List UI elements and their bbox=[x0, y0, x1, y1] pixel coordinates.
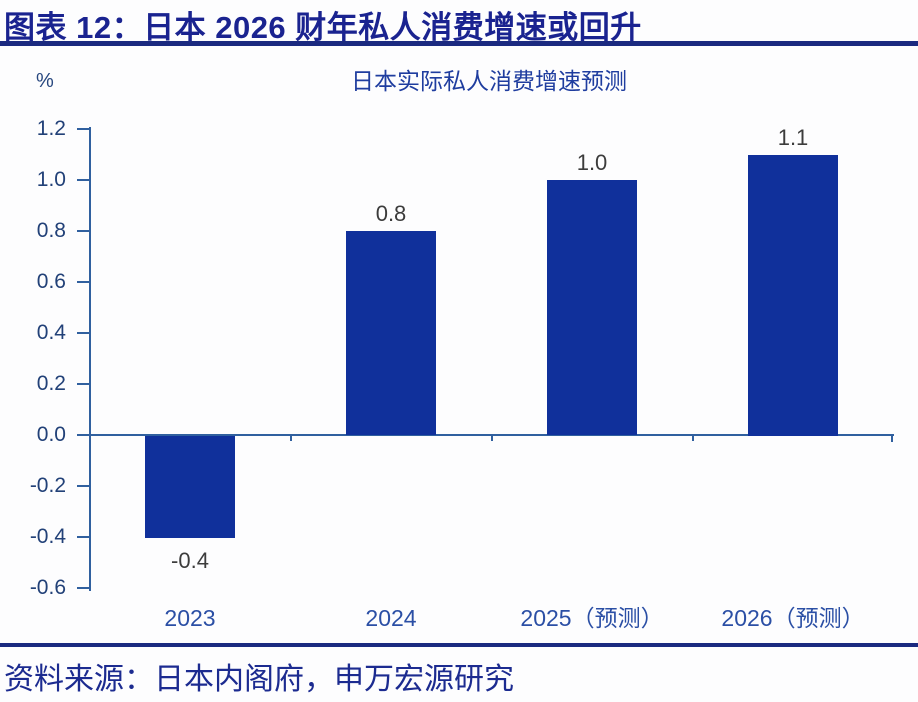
y-tick-label: 0.6 bbox=[36, 270, 66, 293]
y-tick-label: -0.2 bbox=[29, 474, 66, 497]
bar-2026（预测） bbox=[748, 155, 838, 436]
bar-value-label: 0.8 bbox=[375, 201, 407, 226]
y-tick-label: -0.4 bbox=[29, 525, 66, 548]
zero-baseline bbox=[89, 434, 894, 436]
y-tick-mark bbox=[77, 587, 90, 589]
y-tick-mark bbox=[77, 230, 90, 232]
x-category-label: 2025（预测） bbox=[520, 605, 664, 631]
y-tick-label: 1.0 bbox=[36, 168, 66, 191]
category-boundary-tick bbox=[490, 436, 493, 441]
x-axis-end-tick bbox=[891, 434, 893, 442]
category-boundary-tick bbox=[691, 436, 694, 441]
source-attribution: 资料来源：日本内阁府，申万宏源研究 bbox=[4, 663, 514, 696]
bar-2023 bbox=[145, 436, 235, 538]
y-tick-mark bbox=[77, 485, 90, 487]
bar-value-label: 1.0 bbox=[576, 150, 608, 175]
chart-title: 日本实际私人消费增速预测 bbox=[351, 68, 627, 94]
y-tick-mark bbox=[77, 383, 90, 385]
x-category-label: 2024 bbox=[365, 605, 417, 631]
bottom-divider-rule bbox=[0, 643, 918, 647]
y-tick-mark bbox=[77, 434, 90, 436]
category-boundary-tick bbox=[289, 436, 292, 441]
y-tick-mark bbox=[77, 332, 90, 334]
header-underline-rule bbox=[0, 41, 918, 46]
figure-title: 图表 12：日本 2026 财年私人消费增速或回升 bbox=[4, 10, 642, 45]
x-category-label: 2023 bbox=[164, 605, 216, 631]
y-tick-mark bbox=[77, 281, 90, 283]
y-tick-label: 1.2 bbox=[36, 117, 66, 140]
y-tick-mark bbox=[77, 179, 90, 181]
y-tick-label: 0.0 bbox=[36, 423, 66, 446]
y-tick-label: 0.8 bbox=[36, 219, 66, 242]
y-tick-label: -0.6 bbox=[29, 576, 66, 599]
y-tick-mark bbox=[77, 536, 90, 538]
bar-value-label: 1.1 bbox=[777, 125, 809, 150]
y-axis-unit-label: % bbox=[36, 70, 54, 92]
y-tick-label: 0.4 bbox=[36, 321, 66, 344]
y-tick-mark bbox=[77, 128, 90, 130]
bar-2024 bbox=[346, 231, 436, 435]
y-axis-line bbox=[89, 127, 91, 591]
bar-value-label: -0.4 bbox=[171, 548, 209, 573]
y-tick-label: 0.2 bbox=[36, 372, 66, 395]
bar-2025（预测） bbox=[547, 180, 637, 435]
x-category-label: 2026（预测） bbox=[721, 605, 865, 631]
